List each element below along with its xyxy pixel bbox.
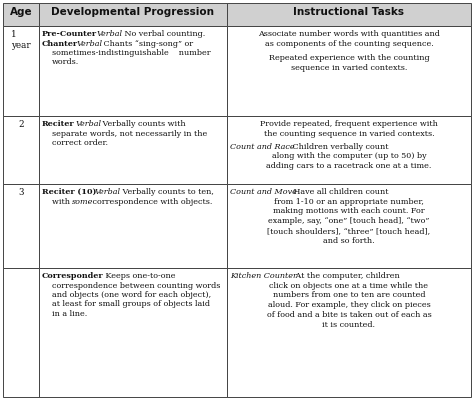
Text: Chanter: Chanter — [42, 40, 78, 48]
Text: click on objects one at a time while the
numbers from one to ten are counted
alo: click on objects one at a time while the… — [266, 282, 431, 329]
Text: No verbal counting.: No verbal counting. — [122, 30, 205, 38]
Text: Children verbally count: Children verbally count — [290, 143, 389, 151]
Text: and objects (one word for each object),: and objects (one word for each object), — [52, 291, 211, 299]
Bar — [39, 268, 227, 397]
Text: Kitchen Counter: Kitchen Counter — [230, 272, 297, 280]
Text: Corresponder: Corresponder — [42, 272, 104, 280]
Text: 1
year: 1 year — [11, 30, 31, 50]
Bar — [3, 3, 39, 26]
Bar — [39, 116, 227, 184]
Text: Instructional Tasks: Instructional Tasks — [293, 7, 404, 17]
Text: Pre-Counter: Pre-Counter — [42, 30, 97, 38]
Bar — [227, 184, 471, 268]
Text: Count and Move: Count and Move — [230, 188, 297, 196]
Text: along with the computer (up to 50) by
adding cars to a racetrack one at a time.: along with the computer (up to 50) by ad… — [266, 152, 432, 170]
Text: Verbal: Verbal — [97, 30, 123, 38]
Text: Verbal: Verbal — [77, 40, 103, 48]
Text: correspondence with objects.: correspondence with objects. — [90, 198, 212, 206]
Text: correspondence between counting words: correspondence between counting words — [52, 282, 220, 290]
Text: Have all children count: Have all children count — [291, 188, 389, 196]
Bar — [39, 26, 227, 116]
Text: Reciter: Reciter — [42, 120, 74, 128]
Text: Verbally counts with: Verbally counts with — [100, 120, 186, 128]
Text: At the computer, children: At the computer, children — [293, 272, 400, 280]
Text: Count and Race: Count and Race — [230, 143, 295, 151]
Bar — [227, 3, 471, 26]
Bar — [3, 268, 39, 397]
Text: 3: 3 — [18, 188, 24, 197]
Text: correct order.: correct order. — [52, 139, 108, 147]
Text: Provide repeated, frequent experience with
the counting sequence in varied conte: Provide repeated, frequent experience wi… — [260, 120, 438, 138]
Text: Verbal: Verbal — [95, 188, 121, 196]
Bar — [39, 184, 227, 268]
Bar — [3, 116, 39, 184]
Text: Verbally counts to ten,: Verbally counts to ten, — [120, 188, 214, 196]
Text: sometimes-indistinguishable    number: sometimes-indistinguishable number — [52, 49, 210, 57]
Text: some: some — [72, 198, 93, 206]
Text: Developmental Progression: Developmental Progression — [52, 7, 215, 17]
Text: 2: 2 — [18, 120, 24, 129]
Text: at least for small groups of objects laid: at least for small groups of objects lai… — [52, 300, 210, 308]
Text: Verbal: Verbal — [76, 120, 102, 128]
Bar — [3, 26, 39, 116]
Text: with: with — [52, 198, 73, 206]
Text: Chants “sing-song” or: Chants “sing-song” or — [101, 40, 193, 48]
Text: Reciter (10): Reciter (10) — [42, 188, 96, 196]
Bar — [227, 116, 471, 184]
Text: Keeps one-to-one: Keeps one-to-one — [98, 272, 175, 280]
Bar — [227, 268, 471, 397]
Bar — [3, 184, 39, 268]
Text: from 1-10 or an appropriate number,
making motions with each count. For
example,: from 1-10 or an appropriate number, maki… — [267, 198, 430, 245]
Bar — [227, 26, 471, 116]
Text: Associate number words with quantities and
as components of the counting sequenc: Associate number words with quantities a… — [258, 30, 440, 48]
Text: separate words, not necessarily in the: separate words, not necessarily in the — [52, 130, 207, 138]
Text: words.: words. — [52, 58, 79, 66]
Text: Age: Age — [9, 7, 32, 17]
Bar — [39, 3, 227, 26]
Text: Repeated experience with the counting
sequence in varied contexts.: Repeated experience with the counting se… — [269, 54, 429, 72]
Text: in a line.: in a line. — [52, 310, 87, 318]
